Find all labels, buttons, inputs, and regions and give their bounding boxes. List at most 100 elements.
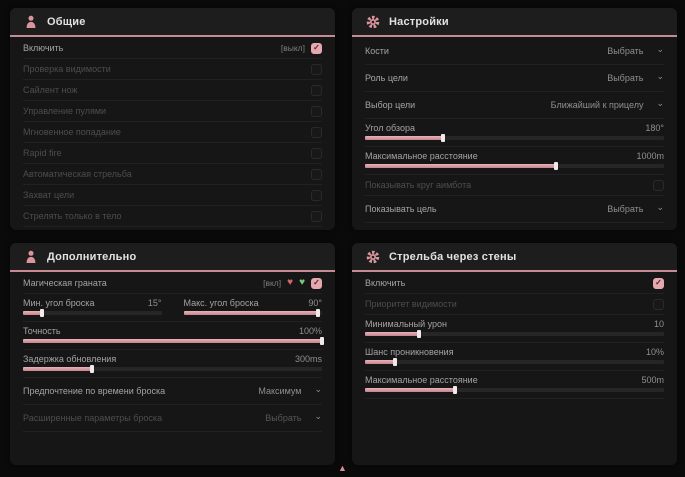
select-control[interactable]: Выбрать ⌄ (607, 71, 664, 84)
checkbox[interactable] (311, 126, 322, 138)
option-row-toggle[interactable]: Показывать круг аимбота (365, 175, 664, 196)
row-label: Приоритет видимости (365, 299, 457, 309)
slider-thumb[interactable] (392, 358, 397, 366)
slider-thumb[interactable] (320, 337, 324, 345)
checkbox[interactable]: ✓ (653, 277, 664, 289)
slider-track[interactable] (23, 365, 322, 373)
select-control[interactable]: Ближайший к прицелу ⌄ (550, 98, 664, 111)
checkmark-icon: ✓ (313, 278, 320, 287)
option-row-toggle[interactable]: Автоматическая стрельба (23, 164, 322, 185)
option-row-toggle[interactable]: Включить ✓ (365, 273, 664, 294)
checkbox[interactable]: ✓ (311, 42, 322, 54)
option-row-toggle[interactable]: Управление пулями (23, 101, 322, 122)
panel-wallbang: Стрельба через стены Включить ✓ Приоритет в… (352, 243, 677, 465)
option-row-slider[interactable]: Точность 100% (23, 322, 324, 350)
row-label: Проверка видимости (23, 64, 111, 74)
slider-track[interactable] (365, 358, 664, 366)
option-row-slider-pair[interactable]: Мин. угол броска 15° Макс. угол броска 90° (23, 294, 322, 322)
row-label: Кости (365, 46, 389, 56)
slider-value: 300ms (294, 354, 322, 364)
option-row-slider[interactable]: Максимальное расстояние 500m (365, 371, 664, 399)
option-row-select[interactable]: Показывать цель Выбрать ⌄ (365, 196, 664, 223)
slider-track[interactable] (365, 162, 664, 170)
row-label: Показывать круг аимбота (365, 180, 472, 190)
panel-header-settings[interactable]: Настройки (352, 8, 677, 37)
option-row-slider[interactable]: Максимальное расстояние 1000m (365, 147, 664, 175)
row-controls (653, 298, 664, 310)
option-row-toggle[interactable]: Магическая граната [вкл] ♥ ♥ ✓ (23, 273, 322, 294)
slider-thumb[interactable] (40, 309, 45, 317)
slider-track[interactable] (365, 386, 664, 394)
select-control[interactable]: Выбрать ⌄ (607, 202, 664, 215)
slider-thumb[interactable] (440, 134, 445, 142)
checkbox[interactable] (311, 189, 322, 201)
option-row-slider[interactable]: Шанс проникновения 10% (365, 343, 664, 371)
slider-fill (23, 309, 45, 317)
option-row-toggle[interactable]: Захват цели (23, 185, 322, 206)
row-label: Предпочтение по времени броска (23, 386, 166, 396)
option-row-slider[interactable]: Минимальный урон 10 (365, 315, 664, 343)
option-row-toggle[interactable]: Проверка видимости (23, 59, 322, 80)
select-value: Максимум (258, 386, 302, 396)
slider-value: 100% (298, 326, 322, 336)
heart-red-icon[interactable]: ♥ (287, 277, 294, 288)
option-row-slider[interactable]: Задержка обновления 300ms (23, 350, 322, 378)
select-control[interactable]: Максимум ⌄ (258, 384, 322, 397)
slider-fill (365, 134, 445, 142)
checkbox[interactable] (311, 105, 322, 117)
option-row-select[interactable]: Роль цели Выбрать ⌄ (365, 65, 664, 92)
heart-green-icon[interactable]: ♥ (299, 277, 305, 288)
option-row-toggle[interactable]: Приоритет видимости (365, 294, 664, 315)
panel-title: Дополнительно (47, 250, 137, 263)
checkbox[interactable] (653, 179, 664, 191)
option-row-toggle[interactable]: Мгновенное попадание (23, 122, 322, 143)
panel-body: Включить ✓ Приоритет видимости Минимальный … (352, 272, 677, 399)
slider-value: 10 (653, 319, 664, 329)
option-row-toggle[interactable]: Стрелять только в тело (23, 206, 322, 227)
checkbox[interactable] (311, 84, 322, 96)
option-row-select[interactable]: Кости Выбрать ⌄ (365, 38, 664, 65)
slider-half-left[interactable]: Мин. угол броска 15° (23, 298, 162, 317)
slider-header: Минимальный урон 10 (365, 319, 664, 329)
option-row-toggle[interactable]: Rapid fire (23, 143, 322, 164)
slider-thumb[interactable] (416, 330, 421, 338)
select-control[interactable]: Выбрать ⌄ (607, 44, 664, 57)
panel-header-general[interactable]: Общие (10, 8, 335, 37)
slider-label: Мин. угол броска (23, 298, 95, 308)
checkbox[interactable] (311, 210, 322, 222)
option-row-select[interactable]: Расширенные параметры броска Выбрать ⌄ (23, 405, 322, 432)
slider-header: Точность 100% (23, 326, 322, 336)
slider-header: Максимальное расстояние 500m (365, 375, 664, 385)
slider-thumb[interactable] (89, 365, 94, 373)
slider-track[interactable] (23, 309, 162, 317)
option-row-toggle[interactable]: Сайлент нож (23, 80, 322, 101)
slider-thumb[interactable] (315, 309, 320, 317)
select-control[interactable]: Выбрать ⌄ (265, 411, 322, 424)
row-label: Мгновенное попадание (23, 127, 121, 137)
checkbox[interactable] (311, 63, 322, 75)
row-controls (311, 147, 322, 159)
panel-body: Включить [выкл] ✓ Проверка видимости Сайлент… (10, 37, 335, 227)
option-row-slider[interactable]: Угол обзора 180° (365, 119, 664, 147)
checkbox[interactable]: ✓ (311, 277, 322, 289)
panel-header-wallbang[interactable]: Стрельба через стены (352, 243, 677, 272)
slider-half-right[interactable]: Макс. угол броска 90° (183, 298, 322, 317)
slider-track[interactable] (23, 337, 324, 345)
slider-thumb[interactable] (554, 162, 559, 170)
option-row-toggle[interactable]: Включить [выкл] ✓ (23, 38, 322, 59)
slider-track[interactable] (183, 309, 322, 317)
checkbox[interactable] (311, 168, 322, 180)
panel-header-extra[interactable]: Дополнительно (10, 243, 335, 272)
panel-title: Стрельба через стены (389, 250, 517, 263)
option-row-select[interactable]: Предпочтение по времени броска Максимум ⌄ (23, 378, 322, 405)
option-row-select[interactable]: Выбор цели Ближайший к прицелу ⌄ (365, 92, 664, 119)
checkbox[interactable] (653, 298, 664, 310)
row-controls (311, 126, 322, 138)
checkbox[interactable] (311, 147, 322, 159)
panel-body: Кости Выбрать ⌄ Роль цели Выбрать ⌄ Выбор цели… (352, 37, 677, 223)
slider-track[interactable] (365, 330, 664, 338)
slider-fill (365, 386, 457, 394)
slider-track[interactable] (365, 134, 664, 142)
slider-thumb[interactable] (452, 386, 457, 394)
slider-header: Мин. угол броска 15° (23, 298, 162, 308)
